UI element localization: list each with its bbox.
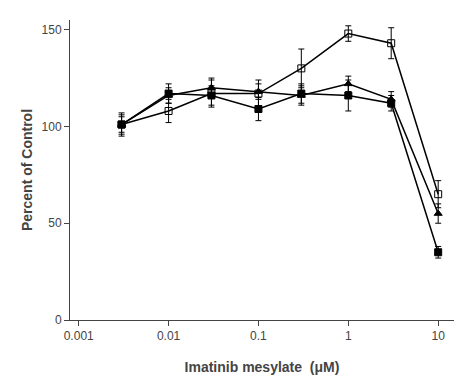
svg-text:0.001: 0.001	[64, 329, 94, 343]
svg-text:150: 150	[42, 23, 62, 37]
svg-text:0: 0	[55, 313, 62, 327]
svg-text:50: 50	[48, 216, 62, 230]
svg-text:0.1: 0.1	[250, 329, 267, 343]
svg-text:1: 1	[345, 329, 352, 343]
svg-text:10: 10	[432, 329, 446, 343]
svg-text:0.01: 0.01	[157, 329, 181, 343]
svg-text:100: 100	[42, 120, 62, 134]
svg-text:Percent of Control: Percent of Control	[19, 109, 35, 231]
svg-text:Imatinib mesylate (μM): Imatinib mesylate (μM)	[185, 359, 340, 375]
